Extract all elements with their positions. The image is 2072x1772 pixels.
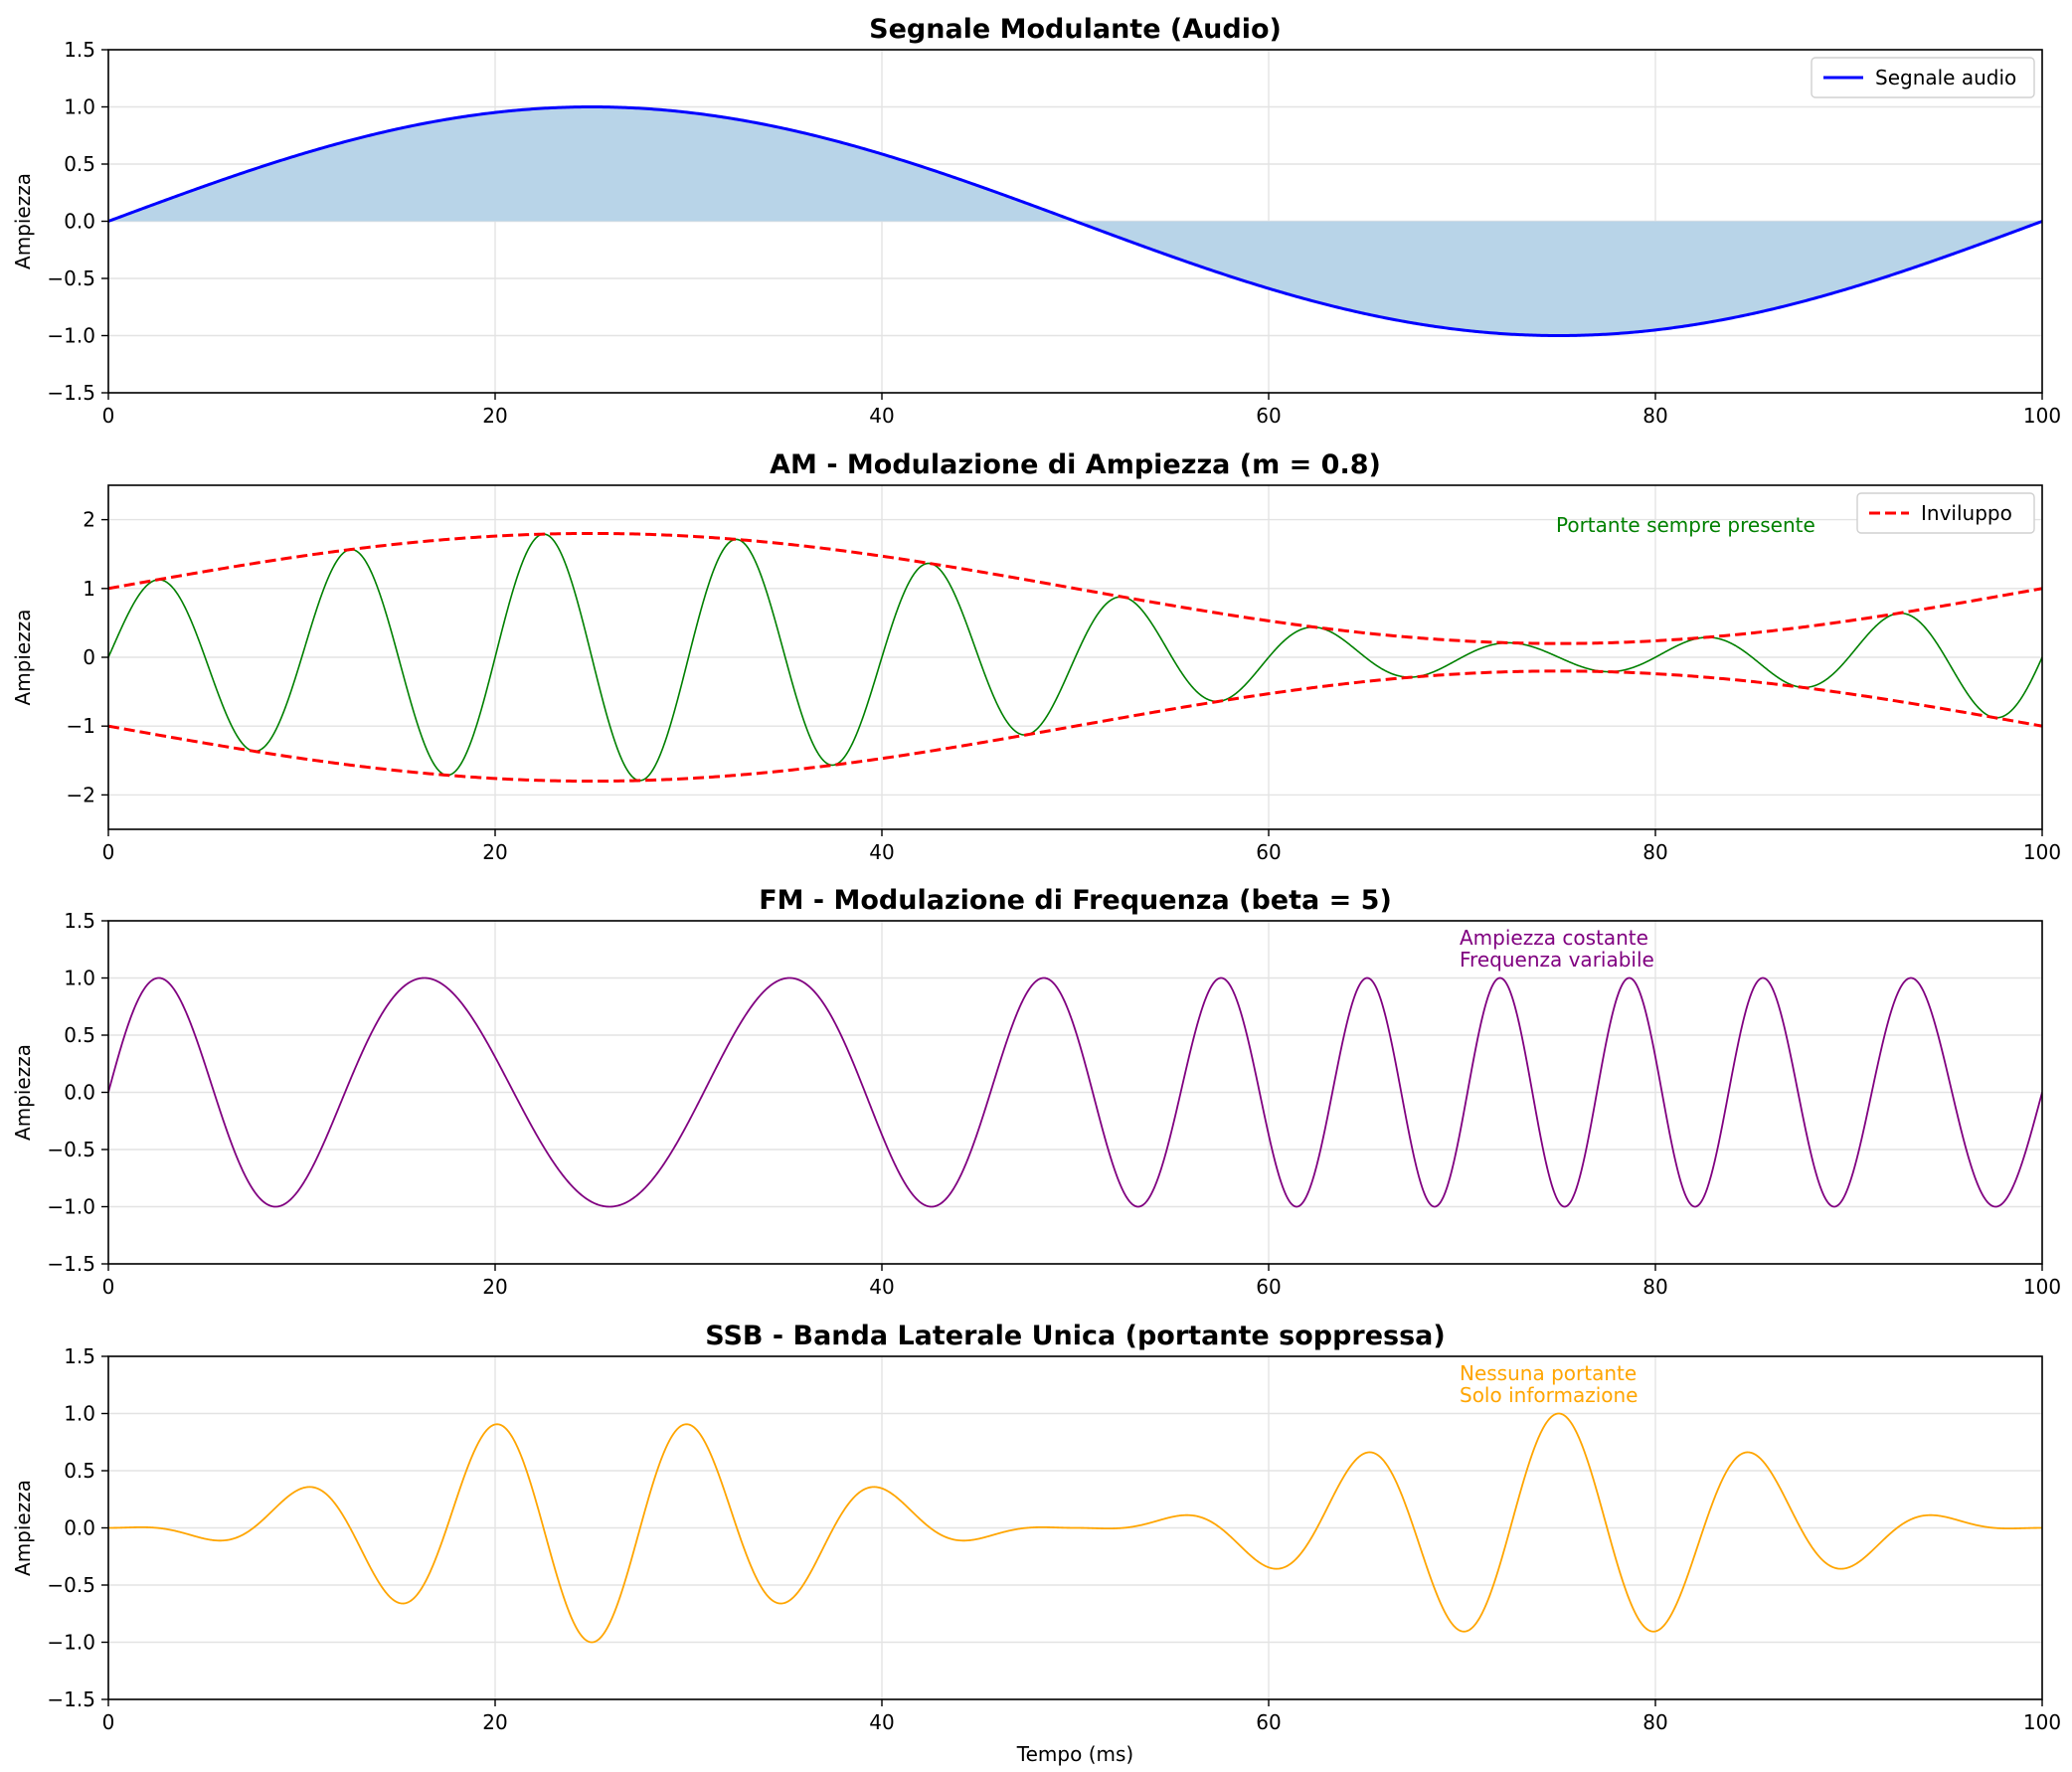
y-tick-label: 0.5 — [64, 152, 95, 176]
y-tick-label: 0.0 — [64, 210, 95, 234]
y-tick-label: −1.0 — [47, 1195, 95, 1219]
legend-label-segnale-audio: Segnale audio — [1875, 66, 2016, 89]
y-tick-label: 1.5 — [64, 38, 95, 62]
y-tick-label: −2 — [67, 783, 95, 806]
x-tick-label: 40 — [869, 1275, 894, 1299]
chart-title: AM - Modulazione di Ampiezza (m = 0.8) — [770, 449, 1381, 480]
y-axis-label: Ampiezza — [11, 173, 35, 269]
x-tick-label: 20 — [482, 840, 507, 864]
x-tick-label: 100 — [2023, 404, 2061, 428]
x-axis-label: Tempo (ms) — [1016, 1742, 1133, 1766]
y-tick-label: −1.5 — [47, 1687, 95, 1711]
legend: Segnale audio — [1811, 57, 2035, 98]
x-tick-label: 100 — [2023, 840, 2061, 864]
x-tick-label: 60 — [1256, 404, 1281, 428]
y-axis-label: Ampiezza — [11, 610, 35, 706]
x-tick-label: 0 — [102, 1275, 115, 1299]
annotation-text-line-2: Frequenza variabile — [1460, 948, 1654, 972]
annotation-text-line-1: Nessuna portante — [1460, 1361, 1637, 1385]
subplot-3: 0 20 40 60 80 100 −1.5 −1.0 −0.5 0.0 0.5 1.0 1.5 FM -… — [11, 885, 2061, 1299]
grid-lines — [107, 920, 2043, 1265]
legend-frame — [1811, 57, 2035, 98]
subplot-4: 0 20 40 60 80 100 −1.5 −1.0 −0.5 0.0 0.5 1.0 1.5 SSB … — [11, 1321, 2061, 1766]
y-tick-label: 1.0 — [64, 967, 95, 990]
y-tick-label: 0.0 — [64, 1516, 95, 1540]
x-tick-label: 0 — [102, 840, 115, 864]
legend-label-inviluppo: Inviluppo — [1921, 501, 2012, 525]
y-tick-label: −0.5 — [47, 266, 95, 290]
y-tick-label: 1.5 — [64, 1344, 95, 1368]
y-tick-label: −1.0 — [47, 1631, 95, 1655]
series-line-segnale-fm — [108, 976, 2042, 1208]
y-tick-label: −1.0 — [47, 324, 95, 348]
x-tick-label: 0 — [102, 1710, 115, 1734]
x-tick-label: 40 — [869, 840, 894, 864]
x-tick-label: 20 — [482, 404, 507, 428]
y-tick-label: −1.5 — [47, 381, 95, 405]
plot-area — [108, 105, 2042, 337]
chart-title: FM - Modulazione di Frequenza (beta = 5) — [759, 885, 1392, 916]
y-tick-label: 1.0 — [64, 95, 95, 119]
y-tick-label: 2 — [83, 508, 95, 532]
plot-area — [108, 531, 2042, 784]
y-tick-label: −0.5 — [47, 1573, 95, 1597]
x-tick-label: 60 — [1256, 840, 1281, 864]
x-tick-label: 100 — [2023, 1275, 2061, 1299]
annotation-text: Portante sempre presente — [1556, 513, 1815, 537]
series-line-segnale-ssb — [108, 1412, 2042, 1644]
x-tick-label: 40 — [869, 1710, 894, 1734]
subplot-1: 0 20 40 60 80 100 −1.5 −1.0 −0.5 0.0 0.5 1.0 1.5 Segn… — [11, 14, 2061, 428]
y-tick-label: 1.5 — [64, 909, 95, 933]
chart-title: SSB - Banda Laterale Unica (portante sop… — [705, 1321, 1446, 1351]
x-tick-label: 80 — [1642, 840, 1667, 864]
y-tick-label: −1 — [67, 714, 95, 738]
y-axis-label: Ampiezza — [11, 1044, 35, 1141]
chart-title: Segnale Modulante (Audio) — [869, 14, 1282, 45]
series-line-segnale-am — [108, 533, 2042, 782]
y-tick-label: −1.5 — [47, 1252, 95, 1276]
x-tick-label: 80 — [1642, 404, 1667, 428]
x-tick-label: 20 — [482, 1710, 507, 1734]
y-tick-label: 1 — [83, 577, 95, 601]
y-tick-label: 0.0 — [64, 1081, 95, 1105]
y-tick-label: −0.5 — [47, 1138, 95, 1161]
x-tick-label: 40 — [869, 404, 894, 428]
x-tick-label: 80 — [1642, 1275, 1667, 1299]
y-tick-label: 1.0 — [64, 1402, 95, 1426]
legend-frame — [1856, 492, 2035, 534]
y-tick-label: 0.5 — [64, 1023, 95, 1047]
x-tick-label: 60 — [1256, 1710, 1281, 1734]
x-tick-label: 100 — [2023, 1710, 2061, 1734]
annotation-text-line-2: Solo informazione — [1460, 1383, 1638, 1407]
x-tick-label: 60 — [1256, 1275, 1281, 1299]
x-tick-label: 80 — [1642, 1710, 1667, 1734]
y-axis-label: Ampiezza — [11, 1480, 35, 1576]
annotation-text-line-1: Ampiezza costante — [1460, 926, 1648, 950]
legend: Inviluppo — [1856, 492, 2035, 534]
x-tick-label: 0 — [102, 404, 115, 428]
y-tick-label: 0 — [83, 645, 95, 669]
plot-area — [108, 1412, 2042, 1644]
series-line-segnale-audio — [108, 105, 2042, 337]
series-line-inviluppo-upper — [108, 531, 2042, 645]
y-tick-label: 0.5 — [64, 1459, 95, 1483]
series-line-inviluppo-lower — [108, 669, 2042, 784]
subplot-2: 0 20 40 60 80 100 −2 −1 0 1 2 AM - Modulazione di A… — [11, 449, 2061, 864]
x-tick-label: 20 — [482, 1275, 507, 1299]
plot-area — [108, 976, 2042, 1208]
